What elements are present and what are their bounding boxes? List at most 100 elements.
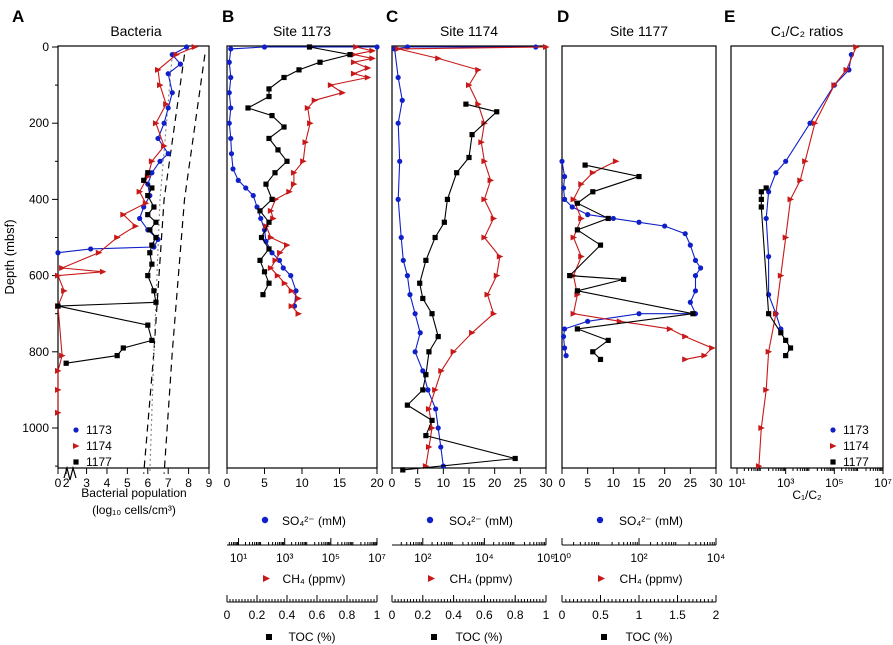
data-point xyxy=(404,402,410,408)
data-point xyxy=(843,66,850,73)
data-point xyxy=(149,337,155,343)
data-point xyxy=(481,158,488,165)
data-point xyxy=(561,196,568,202)
data-point xyxy=(257,257,263,263)
data-point xyxy=(698,265,704,271)
data-point xyxy=(284,242,291,249)
data-point xyxy=(288,287,296,294)
data-point xyxy=(293,288,299,294)
data-point xyxy=(797,177,804,184)
data-point xyxy=(226,59,232,65)
axisC-so4-tick-label: 0 xyxy=(389,476,396,490)
data-point xyxy=(469,329,476,336)
data-point xyxy=(257,208,263,214)
axisE-label: C₁/C₂ xyxy=(792,488,822,502)
data-point xyxy=(228,105,234,111)
data-point xyxy=(250,192,256,199)
data-point xyxy=(574,227,580,233)
data-point xyxy=(425,405,433,412)
data-point xyxy=(269,112,275,119)
data-point xyxy=(295,310,303,317)
axisA-tick-label: 8 xyxy=(185,476,192,490)
data-point xyxy=(258,234,265,241)
data-point xyxy=(438,444,444,450)
axisB-ch4-label: CH₄ (ppmv) xyxy=(283,572,346,586)
data-point xyxy=(597,242,604,248)
legend-label-E: 1173 xyxy=(843,423,869,437)
data-point xyxy=(420,295,426,302)
data-point xyxy=(300,158,307,165)
axisC-toc-tick-label: 0.8 xyxy=(507,608,524,622)
panel-title-E: C₁/C₂ ratios xyxy=(771,23,843,39)
data-point xyxy=(616,318,624,325)
axisD-toc-tick-label: 1.5 xyxy=(669,608,686,622)
axisE-tick-label: 10¹ xyxy=(728,476,745,490)
data-point xyxy=(136,188,144,195)
data-point xyxy=(484,291,491,298)
data-point xyxy=(758,204,764,210)
data-point xyxy=(758,189,764,195)
data-point xyxy=(267,207,275,214)
data-point xyxy=(589,169,597,176)
data-point xyxy=(493,272,501,279)
axisB-so4-tick-label: 15 xyxy=(333,476,347,490)
data-point xyxy=(417,280,423,286)
axisC-ch4-tick-label: 10⁴ xyxy=(475,551,494,565)
data-point xyxy=(563,353,569,359)
data-point xyxy=(429,425,436,431)
data-point xyxy=(157,158,163,164)
data-point xyxy=(423,372,429,378)
data-point xyxy=(444,196,451,202)
axisD-ch4-tick-label: 10⁴ xyxy=(707,551,726,565)
data-point xyxy=(226,120,232,126)
data-point xyxy=(755,463,763,470)
data-point xyxy=(317,59,323,65)
data-point xyxy=(692,288,699,294)
legend-marker-ch4 xyxy=(263,575,270,582)
legend-marker-so4 xyxy=(426,516,434,524)
axisB-toc-label: TOC (%) xyxy=(288,630,335,644)
data-point xyxy=(597,356,604,363)
data-point xyxy=(183,44,190,50)
data-point xyxy=(395,74,401,81)
legend-marker-A-1174 xyxy=(73,443,80,449)
data-point xyxy=(463,101,469,107)
data-point xyxy=(561,326,568,332)
data-point xyxy=(149,261,155,267)
axisB-toc-tick-label: 0 xyxy=(224,608,231,622)
data-point xyxy=(763,386,770,393)
axisE-tick-label: 10⁵ xyxy=(825,476,843,490)
data-point xyxy=(141,204,147,210)
data-point xyxy=(288,273,294,279)
y-tick-label: 1000 xyxy=(22,421,49,435)
data-point xyxy=(454,170,460,176)
data-point xyxy=(228,46,234,52)
data-point xyxy=(783,353,789,359)
data-point xyxy=(120,211,127,218)
data-point xyxy=(350,59,358,66)
data-point xyxy=(560,185,567,191)
series-C-2 xyxy=(402,103,516,471)
data-point xyxy=(578,253,585,260)
data-point xyxy=(145,322,151,328)
legend-marker-A-1173 xyxy=(73,427,79,433)
data-point xyxy=(161,120,167,126)
data-point xyxy=(682,356,689,363)
axisA-tick-label: 3 xyxy=(83,476,90,490)
data-point xyxy=(765,348,773,355)
data-point xyxy=(269,196,275,202)
data-point xyxy=(490,310,498,317)
axisD-so4-tick-label: 15 xyxy=(632,476,646,490)
data-point xyxy=(433,406,439,412)
data-point xyxy=(258,215,264,222)
data-point xyxy=(777,272,785,279)
data-point xyxy=(783,158,789,164)
data-point xyxy=(169,90,175,96)
data-point xyxy=(263,181,269,187)
data-point xyxy=(773,170,779,176)
data-point xyxy=(682,231,688,237)
axisB-ch4-tick-label: 10³ xyxy=(276,551,293,565)
data-point xyxy=(276,257,283,263)
data-point xyxy=(636,173,642,180)
data-point xyxy=(605,215,611,222)
